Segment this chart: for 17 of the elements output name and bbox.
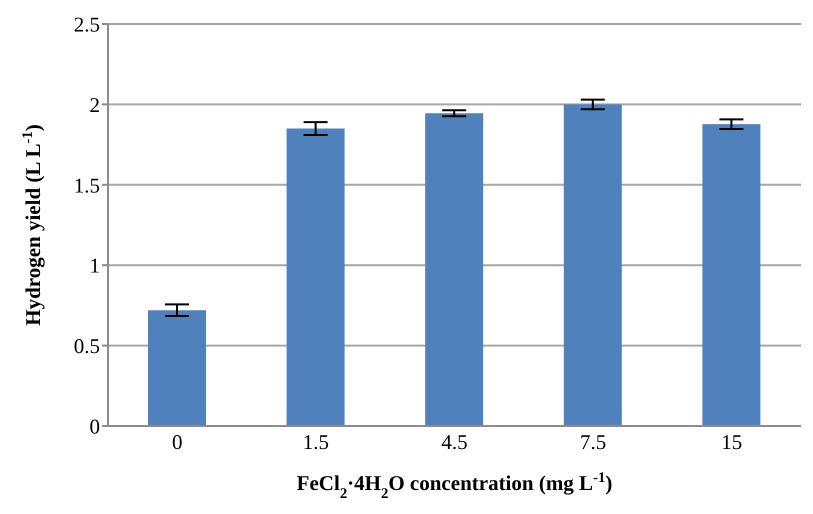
- x-tick-label: 4.5: [441, 430, 468, 454]
- bar: [286, 128, 345, 426]
- y-tick-label: 0: [90, 414, 100, 438]
- bar: [425, 113, 484, 426]
- x-tick-label: 0: [172, 430, 183, 454]
- x-tick-label: 15: [721, 430, 742, 454]
- x-tick-label: 1.5: [302, 430, 330, 454]
- y-tick-label: 0.5: [74, 334, 100, 358]
- x-tick-label: 7.5: [580, 430, 606, 454]
- y-tick-label: 1.5: [74, 173, 100, 198]
- bar: [148, 310, 206, 426]
- bar: [564, 104, 622, 426]
- y-tick-label: 2.5: [74, 12, 100, 36]
- bar: [702, 124, 760, 426]
- y-tick-label: 1: [90, 254, 100, 278]
- x-axis-title: FeCl$_{2}$·4H$_{2}$O concentration (mg L$^{-1}$): [296, 470, 612, 502]
- y-tick-label: 2: [90, 92, 100, 117]
